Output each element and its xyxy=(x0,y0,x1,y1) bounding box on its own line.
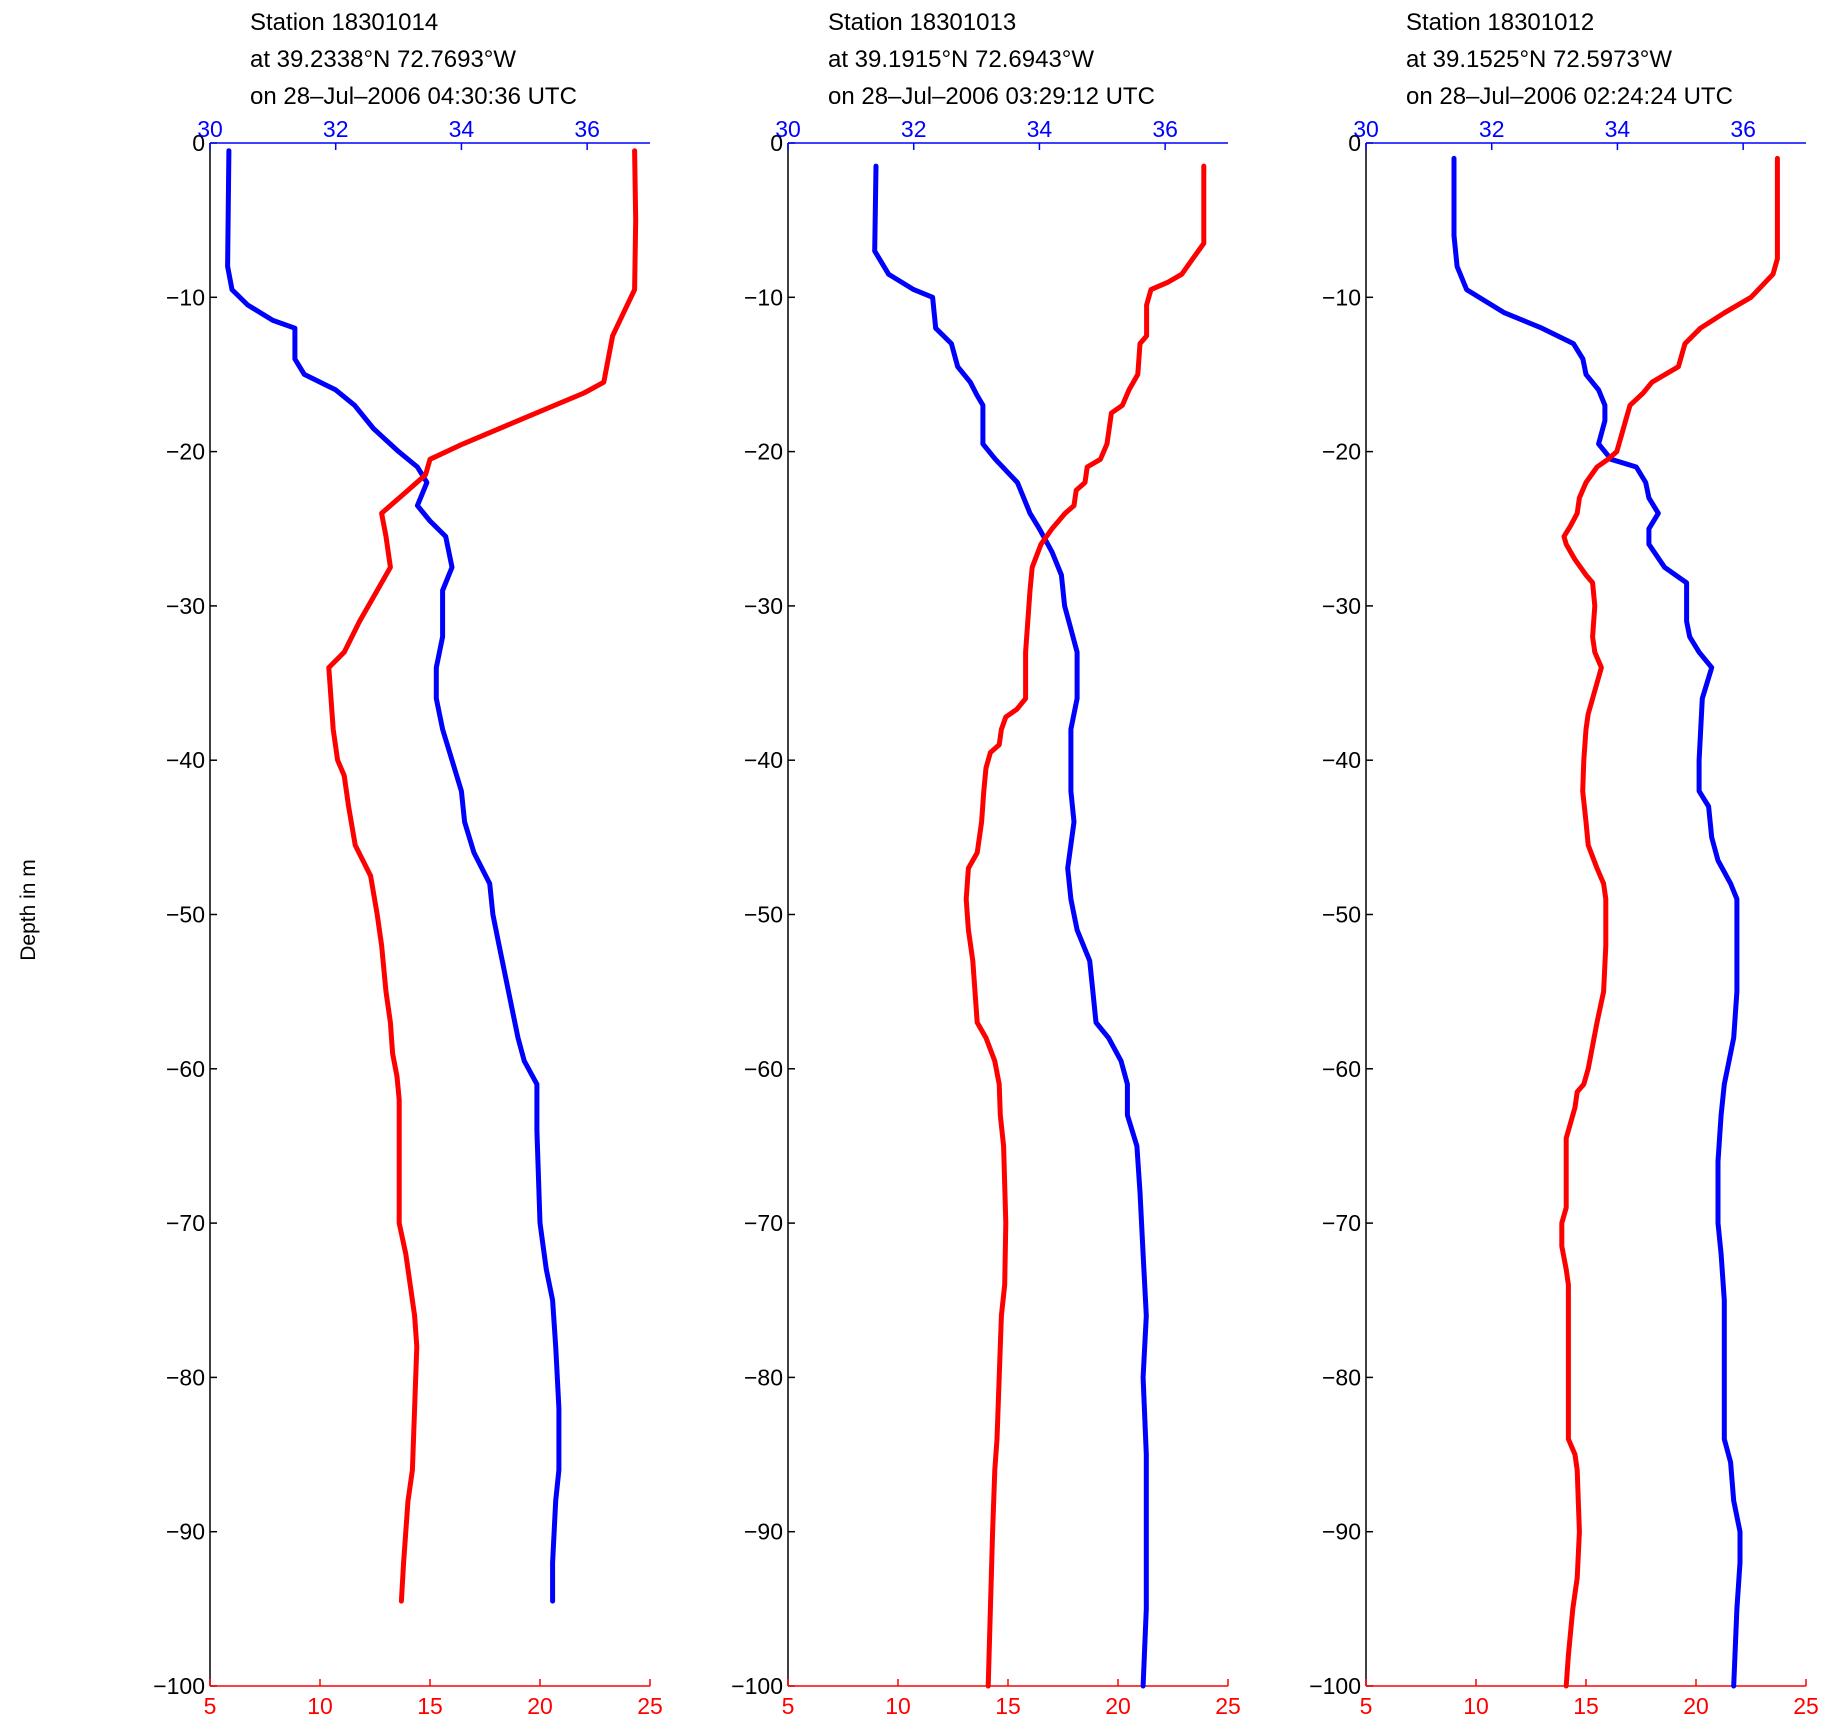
depth-tick-label: −90 xyxy=(744,1519,783,1545)
temperature-tick-label: 20 xyxy=(1683,1693,1709,1719)
depth-tick-label: −40 xyxy=(744,747,783,773)
temperature-tick-label: 10 xyxy=(307,1693,333,1719)
panel-title-line: on 28–Jul–2006 02:24:24 UTC xyxy=(1406,83,1733,110)
depth-tick-label: −50 xyxy=(744,902,783,928)
depth-tick-label: −20 xyxy=(744,439,783,465)
station-panel: Station 18301012 at 39.1525°N 72.5973°W on… xyxy=(1309,9,1819,1719)
depth-tick-label: −50 xyxy=(166,902,205,928)
panels: Station 18301014 at 39.2338°N 72.7693°W on… xyxy=(153,9,1819,1719)
panel-title-line: at 39.2338°N 72.7693°W xyxy=(250,46,516,73)
depth-tick-label: −10 xyxy=(1322,284,1361,310)
depth-tick-label: −60 xyxy=(166,1056,205,1082)
depth-tick-label: 0 xyxy=(1348,130,1361,156)
temperature-tick-label: 5 xyxy=(204,1693,217,1719)
depth-tick-label: −10 xyxy=(166,284,205,310)
depth-tick-label: −60 xyxy=(744,1056,783,1082)
temperature-tick-label: 10 xyxy=(885,1693,911,1719)
salinity-tick-label: 32 xyxy=(901,116,927,142)
panel-title-line: Station 18301012 xyxy=(1406,9,1594,36)
panel-title-line: on 28–Jul–2006 04:30:36 UTC xyxy=(250,83,577,110)
salinity-tick-label: 36 xyxy=(1152,116,1178,142)
depth-tick-label: −80 xyxy=(744,1364,783,1390)
depth-tick-label: −100 xyxy=(153,1673,205,1699)
panel-title-line: at 39.1525°N 72.5973°W xyxy=(1406,46,1672,73)
salinity-tick-label: 36 xyxy=(574,116,600,142)
salinity-tick-label: 34 xyxy=(1027,116,1053,142)
panel-title-line: Station 18301013 xyxy=(828,9,1016,36)
depth-tick-label: −100 xyxy=(1309,1673,1361,1699)
temperature-tick-label: 15 xyxy=(417,1693,443,1719)
depth-tick-label: 0 xyxy=(770,130,783,156)
salinity-tick-label: 30 xyxy=(197,116,223,142)
panel-title-line: Station 18301014 xyxy=(250,9,438,36)
depth-tick-label: −90 xyxy=(1322,1519,1361,1545)
temperature-profile-line xyxy=(963,163,1207,1689)
salinity-tick-label: 34 xyxy=(1605,116,1631,142)
depth-tick-label: −70 xyxy=(744,1210,783,1236)
temperature-tick-label: 10 xyxy=(1463,1693,1489,1719)
depth-tick-label: −100 xyxy=(731,1673,783,1699)
salinity-profile-line xyxy=(1451,155,1743,1689)
depth-tick-label: −10 xyxy=(744,284,783,310)
salinity-profile-line xyxy=(872,163,1149,1689)
y-axis-label: Depth in m xyxy=(17,859,40,961)
temperature-tick-label: 20 xyxy=(1105,1693,1131,1719)
depth-tick-label: −30 xyxy=(744,593,783,619)
salinity-tick-label: 32 xyxy=(1479,116,1505,142)
panel-title-line: at 39.1915°N 72.6943°W xyxy=(828,46,1094,73)
depth-tick-label: 0 xyxy=(192,130,205,156)
depth-tick-label: −20 xyxy=(166,439,205,465)
panel-title-line: on 28–Jul–2006 03:29:12 UTC xyxy=(828,83,1155,110)
temperature-tick-label: 25 xyxy=(1793,1693,1819,1719)
depth-tick-label: −30 xyxy=(166,593,205,619)
temperature-profile-line xyxy=(1559,155,1780,1689)
station-panel: Station 18301014 at 39.2338°N 72.7693°W on… xyxy=(153,9,663,1719)
depth-tick-label: −40 xyxy=(1322,747,1361,773)
salinity-profile-line xyxy=(225,148,562,1604)
temperature-tick-label: 5 xyxy=(1360,1693,1373,1719)
temperature-tick-label: 5 xyxy=(782,1693,795,1719)
depth-tick-label: −20 xyxy=(1322,439,1361,465)
depth-tick-label: −30 xyxy=(1322,593,1361,619)
depth-tick-label: −70 xyxy=(166,1210,205,1236)
depth-tick-label: −90 xyxy=(166,1519,205,1545)
salinity-tick-label: 34 xyxy=(449,116,475,142)
salinity-tick-label: 36 xyxy=(1730,116,1756,142)
depth-tick-label: −50 xyxy=(1322,902,1361,928)
station-panel: Station 18301013 at 39.1915°N 72.6943°W on… xyxy=(731,9,1241,1719)
temperature-tick-label: 25 xyxy=(1215,1693,1241,1719)
depth-tick-label: −40 xyxy=(166,747,205,773)
salinity-tick-label: 30 xyxy=(1353,116,1379,142)
temperature-tick-label: 20 xyxy=(527,1693,553,1719)
temperature-tick-label: 25 xyxy=(637,1693,663,1719)
depth-tick-label: −60 xyxy=(1322,1056,1361,1082)
salinity-tick-label: 32 xyxy=(323,116,349,142)
depth-tick-label: −80 xyxy=(1322,1364,1361,1390)
temperature-tick-label: 15 xyxy=(1573,1693,1599,1719)
salinity-tick-label: 30 xyxy=(775,116,801,142)
depth-tick-label: −70 xyxy=(1322,1210,1361,1236)
temperature-profile-line xyxy=(326,148,639,1604)
temperature-tick-label: 15 xyxy=(995,1693,1021,1719)
depth-tick-label: −80 xyxy=(166,1364,205,1390)
